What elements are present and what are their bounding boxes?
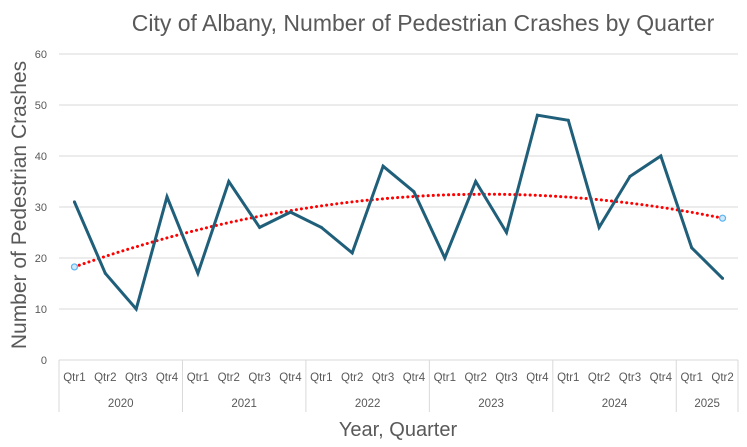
data-point — [258, 225, 262, 229]
y-axis-ticks: 0 10 20 30 40 50 60 — [35, 49, 47, 367]
data-point — [381, 164, 385, 168]
x-tick-label: Qtr1 — [557, 372, 579, 384]
y-tick-label: 50 — [35, 100, 47, 112]
series-line-path — [73, 113, 724, 313]
x-group-label: 2022 — [355, 398, 381, 410]
x-tick-label: Qtr1 — [63, 372, 85, 384]
x-tick-label: Qtr4 — [526, 372, 549, 384]
x-group-label: 2020 — [108, 398, 134, 410]
x-group-label: 2023 — [478, 398, 504, 410]
x-axis: Qtr1 Qtr2 Qtr3 Qtr4 2020 Qtr1 Qtr2 Qtr3 Qtr4 2021… — [58, 359, 739, 412]
x-tick-label: Qtr4 — [650, 372, 673, 384]
data-point — [350, 251, 354, 255]
data-point — [628, 174, 632, 178]
y-tick-label: 40 — [35, 151, 47, 163]
data-point — [721, 276, 725, 280]
data-point — [566, 118, 570, 122]
x-tick-label: Qtr2 — [218, 372, 240, 384]
data-point — [288, 210, 292, 214]
y-tick-label: 0 — [41, 355, 47, 367]
data-point — [659, 154, 663, 158]
x-tick-label: Qtr3 — [372, 372, 394, 384]
trendline-end-marker — [718, 214, 727, 222]
x-tick-label: Qtr3 — [125, 372, 147, 384]
series-line — [72, 113, 725, 313]
data-point — [196, 271, 200, 275]
data-point — [72, 200, 76, 204]
x-group-label: 2021 — [231, 398, 257, 410]
x-tick-label: Qtr1 — [681, 372, 703, 384]
data-point — [474, 180, 478, 183]
y-tick-label: 60 — [35, 49, 47, 61]
x-group-label: 2025 — [694, 398, 720, 410]
x-tick-label: Qtr2 — [464, 372, 486, 384]
data-point — [535, 113, 539, 117]
x-tick-label: Qtr2 — [588, 372, 610, 384]
y-tick-label: 30 — [35, 202, 47, 214]
x-tick-label: Qtr1 — [310, 372, 332, 384]
data-point — [134, 307, 138, 311]
x-tick-label: Qtr3 — [248, 372, 270, 384]
x-tick-label: Qtr1 — [187, 372, 209, 384]
data-point — [597, 225, 601, 229]
chart-title: City of Albany, Number of Pedestrian Cra… — [132, 10, 715, 36]
data-point — [412, 190, 416, 194]
x-tick-label: Qtr4 — [403, 372, 426, 384]
data-point — [103, 271, 107, 275]
x-axis-title: Year, Quarter — [339, 419, 458, 441]
trendline-start-marker — [70, 263, 79, 271]
x-tick-label: Qtr1 — [434, 372, 456, 384]
data-point — [227, 180, 231, 183]
x-group-label: 2024 — [602, 398, 628, 410]
x-tick-label: Qtr3 — [619, 372, 641, 384]
data-point — [165, 195, 169, 199]
y-tick-label: 20 — [35, 253, 47, 265]
x-tick-label: Qtr4 — [279, 372, 302, 384]
data-point — [443, 256, 447, 260]
gridlines — [59, 53, 738, 310]
x-tick-label: Qtr2 — [341, 372, 363, 384]
data-point — [690, 246, 694, 250]
x-tick-label: Qtr2 — [94, 372, 116, 384]
x-tick-label: Qtr2 — [711, 372, 733, 384]
y-axis-title: Number of Pedestrian Crashes — [8, 61, 31, 349]
data-point — [505, 231, 509, 234]
y-tick-label: 10 — [35, 304, 47, 316]
x-tick-label: Qtr3 — [495, 372, 517, 384]
data-point — [319, 225, 323, 229]
x-tick-label: Qtr4 — [156, 372, 179, 384]
